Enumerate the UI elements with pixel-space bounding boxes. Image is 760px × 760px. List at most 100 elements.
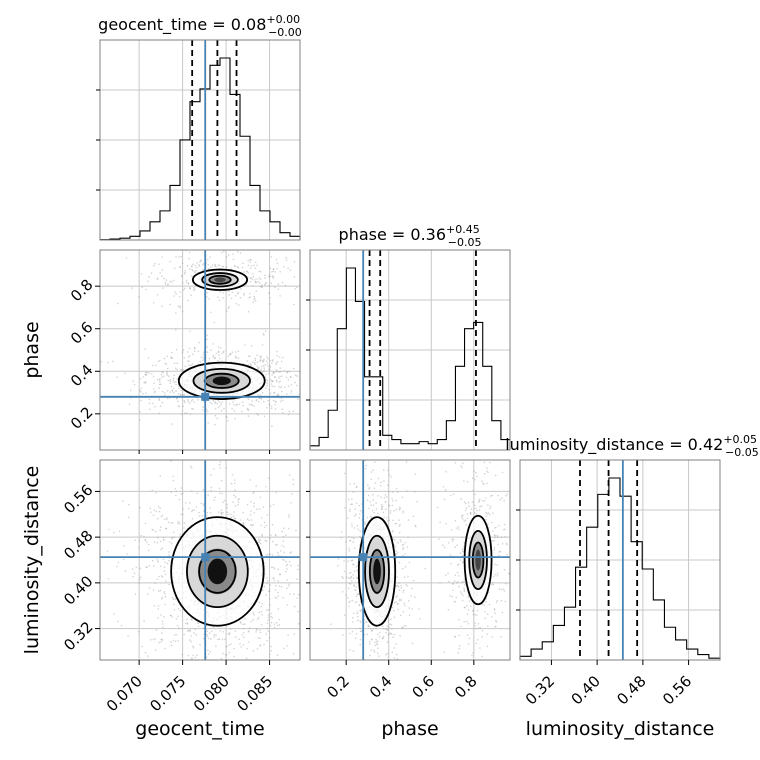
sample-point — [517, 594, 519, 596]
sample-point — [289, 269, 292, 272]
sample-point — [172, 598, 175, 600]
sample-point — [156, 379, 159, 381]
sample-point — [158, 263, 160, 266]
sample-point — [492, 583, 495, 586]
sample-point — [347, 560, 350, 562]
sample-point — [259, 644, 262, 646]
sample-point — [246, 407, 249, 410]
sample-point — [279, 550, 282, 552]
sample-point — [364, 698, 366, 700]
sample-point — [138, 419, 141, 421]
sample-point — [314, 538, 316, 540]
sample-point — [457, 563, 460, 566]
sample-point — [504, 536, 506, 538]
sample-point — [491, 636, 494, 638]
sample-point — [273, 568, 276, 570]
sample-point — [257, 394, 259, 396]
sample-point — [463, 590, 466, 593]
sample-point — [289, 376, 292, 378]
sample-point — [275, 369, 278, 371]
sample-point — [268, 275, 270, 278]
sample-point — [268, 403, 271, 406]
sample-point — [368, 486, 371, 489]
sample-point — [173, 634, 176, 636]
sample-point — [118, 530, 121, 533]
sample-point — [162, 375, 165, 378]
sample-point — [180, 389, 182, 392]
sample-point — [293, 303, 295, 306]
sample-point — [367, 625, 370, 628]
sample-point — [246, 518, 249, 520]
sample-point — [472, 489, 475, 492]
sample-point — [225, 467, 228, 469]
sample-point — [494, 563, 496, 566]
sample-point — [163, 566, 166, 568]
sample-point — [396, 551, 399, 554]
sample-point — [138, 411, 141, 413]
sample-point — [209, 256, 211, 258]
sample-point — [184, 401, 186, 404]
sample-point — [202, 268, 204, 271]
sample-point — [376, 640, 379, 642]
sample-point — [156, 278, 159, 280]
sample-point — [366, 516, 369, 519]
sample-point — [287, 413, 290, 416]
sample-point — [256, 365, 259, 368]
sample-point — [506, 493, 509, 495]
sample-point — [212, 356, 214, 358]
2d-panel-luminosity_distance-vs-geocent_time — [99, 459, 316, 678]
sample-point — [225, 415, 228, 418]
sample-point — [249, 479, 251, 481]
sample-point — [267, 616, 270, 619]
sample-point — [370, 649, 373, 651]
sample-point — [253, 512, 255, 514]
sample-point — [246, 270, 248, 273]
sample-point — [260, 524, 263, 527]
sample-point — [261, 371, 264, 373]
sample-point — [483, 604, 486, 607]
sample-point — [308, 587, 310, 589]
sample-point — [172, 475, 174, 478]
sample-point — [353, 537, 355, 539]
sample-point — [157, 360, 160, 363]
sample-point — [172, 387, 175, 390]
sample-point — [387, 504, 390, 506]
sample-point — [220, 409, 223, 412]
sample-point — [408, 607, 411, 609]
sample-point — [463, 587, 465, 590]
sample-point — [443, 498, 446, 501]
sample-point — [145, 373, 148, 376]
sample-point — [479, 700, 481, 702]
sample-point — [491, 521, 493, 524]
sample-point — [259, 629, 261, 631]
sample-point — [501, 497, 503, 500]
sample-point — [240, 646, 243, 648]
sample-point — [181, 393, 184, 396]
sample-point — [348, 605, 350, 608]
sample-point — [438, 538, 440, 540]
sample-point — [249, 363, 252, 365]
sample-point — [349, 539, 352, 542]
sample-point — [391, 651, 394, 654]
sample-point — [250, 676, 252, 678]
sample-point — [219, 630, 222, 632]
sample-point — [213, 499, 215, 501]
sample-point — [160, 373, 163, 376]
sample-point — [202, 262, 205, 265]
sample-point — [380, 481, 382, 484]
sample-point — [349, 583, 352, 585]
sample-point — [269, 275, 272, 278]
sample-point — [213, 468, 215, 470]
sample-point — [182, 349, 185, 351]
sample-point — [197, 622, 199, 625]
sample-point — [228, 254, 230, 256]
sample-point — [260, 623, 263, 626]
sample-point — [214, 414, 217, 417]
sample-point — [392, 519, 394, 522]
sample-point — [167, 283, 169, 285]
sample-point — [159, 526, 162, 528]
sample-point — [415, 525, 417, 528]
sample-point — [152, 302, 155, 304]
sample-point — [276, 394, 278, 397]
sample-point — [169, 260, 171, 263]
